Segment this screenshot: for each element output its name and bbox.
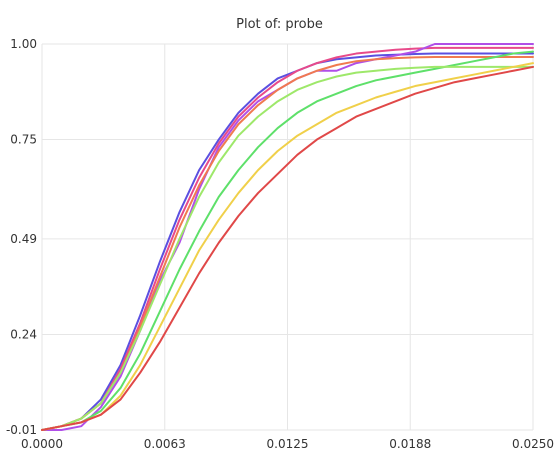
series-line-5 <box>41 50 534 431</box>
y-tick-label: -0.01 <box>6 423 37 437</box>
y-tick-label: 1.00 <box>10 37 37 51</box>
x-tick-label: 0.0188 <box>389 437 431 451</box>
series-line-8 <box>41 65 534 431</box>
chart-title: Plot of: probe <box>236 17 323 32</box>
axes: 0.0000 0.0063 0.0125 0.0188 0.0250 -0.01 0.24 0… <box>6 37 554 451</box>
x-tick-label: 0.0125 <box>267 437 309 451</box>
series-group <box>41 43 534 431</box>
y-tick-label: 0.75 <box>10 133 37 147</box>
y-tick-label: 0.24 <box>10 327 37 341</box>
y-tick-label: 0.49 <box>10 232 37 246</box>
x-tick-label: 0.0063 <box>144 437 186 451</box>
x-tick-label: 0.0250 <box>512 437 554 451</box>
series-line-1 <box>41 52 534 431</box>
series-line-7 <box>41 62 534 431</box>
series-line-2 <box>41 46 534 431</box>
x-tick-label: 0.0000 <box>21 437 63 451</box>
series-line-6 <box>41 65 534 431</box>
